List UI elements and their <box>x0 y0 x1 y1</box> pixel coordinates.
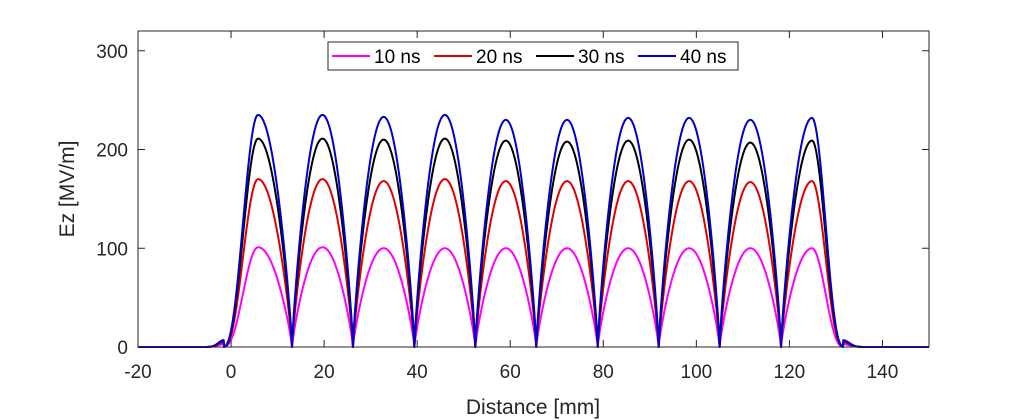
x-tick-label: 60 <box>500 362 521 383</box>
x-axis-title: Distance [mm] <box>466 396 600 419</box>
x-tick-label: 20 <box>314 362 335 383</box>
legend-label: 40 ns <box>680 47 726 68</box>
x-tick-label: 100 <box>681 362 713 383</box>
x-tick-label: 80 <box>593 362 614 383</box>
ticks-layer: -20 0 20 40 60 80 100 120 140 0 100 200 300 <box>96 31 929 383</box>
legend-label: 30 ns <box>578 47 624 68</box>
x-tick-label: 140 <box>867 362 899 383</box>
y-tick-label: 300 <box>96 42 128 63</box>
x-tick-label: 0 <box>226 362 237 383</box>
x-tick-label: 120 <box>774 362 806 383</box>
series-layer <box>137 113 930 348</box>
legend-label: 10 ns <box>374 47 420 68</box>
y-axis-title: Ez [MV/m] <box>56 141 79 238</box>
plot-frame <box>137 30 930 348</box>
x-tick-label: -20 <box>124 362 151 383</box>
series-line-40-ns <box>137 113 930 348</box>
legend: 10 ns 20 ns 30 ns 40 ns <box>327 41 739 71</box>
y-tick-label: 200 <box>96 141 128 162</box>
legend-label: 20 ns <box>476 47 522 68</box>
y-tick-label: 100 <box>96 239 128 260</box>
series-line-10-ns <box>137 246 930 348</box>
y-tick-label: 0 <box>117 338 128 359</box>
x-tick-label: 40 <box>407 362 428 383</box>
